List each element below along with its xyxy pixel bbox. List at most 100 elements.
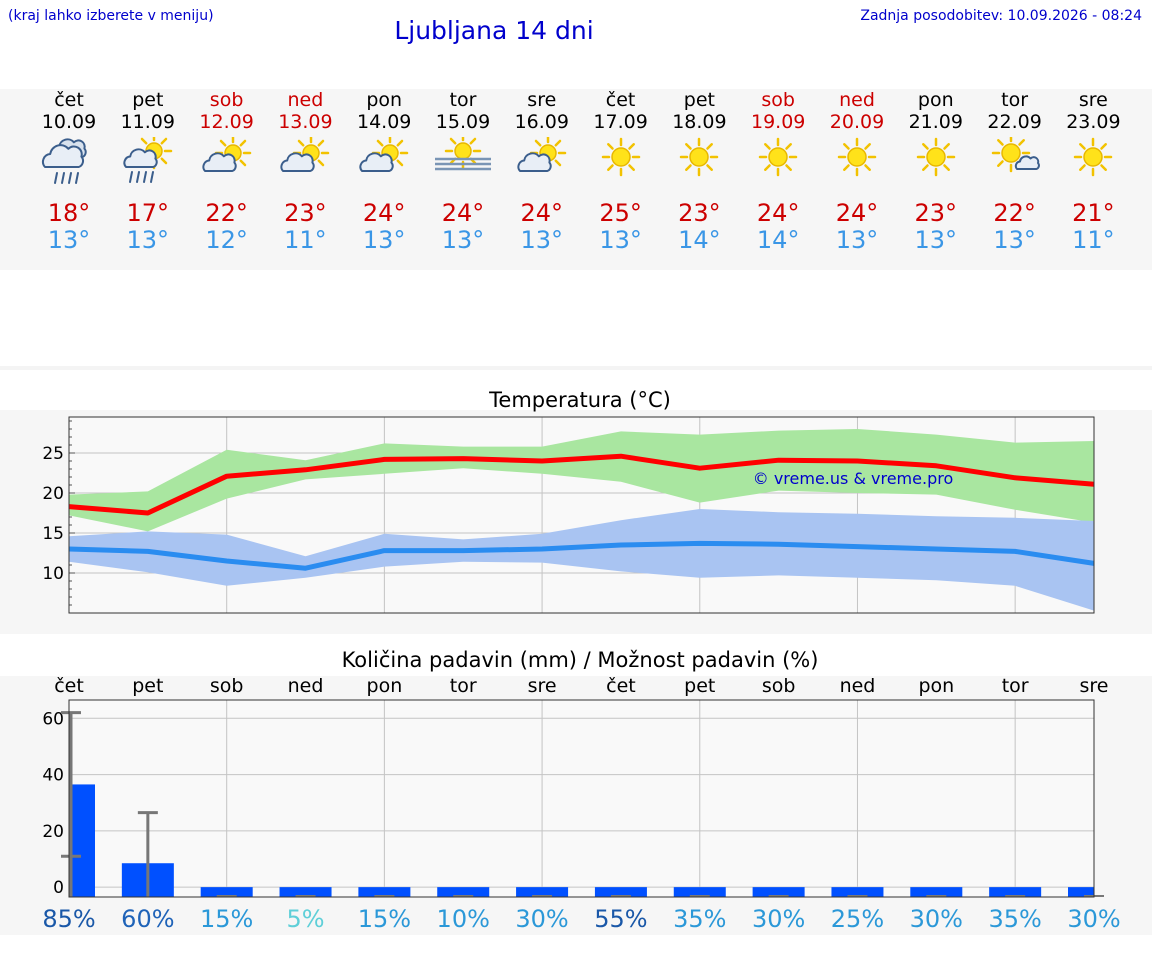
min-temperature: 12°	[205, 226, 248, 254]
min-temperature: 13°	[599, 226, 642, 254]
sun-cloud-icon	[359, 137, 409, 172]
min-temperature: 13°	[362, 226, 406, 254]
precipitation-bar	[358, 887, 411, 897]
temperature-chart: 10 15 20 25 © vreme.us & vreme.pro	[42, 416, 1095, 614]
day-date: 14.09	[356, 111, 412, 133]
min-temperature: 13°	[993, 226, 1036, 254]
y-tick-label: 0	[53, 878, 64, 898]
precipitation-probability: 85%	[42, 905, 95, 933]
x-tick-label: sob	[210, 675, 244, 697]
sun-icon	[601, 137, 640, 177]
sun-cloud-icon	[202, 137, 251, 172]
sun-icon	[758, 137, 798, 177]
precipitation-chart: čet pet sob ned pon tor sre čet pet sob ned pon tor s…	[42, 675, 1120, 933]
day-name: čet	[605, 89, 636, 111]
day-name: pet	[683, 89, 715, 111]
location-hint: (kraj lahko izberete v meniju)	[8, 8, 214, 24]
min-temperature: 13°	[441, 226, 485, 254]
day-name: ned	[839, 89, 875, 111]
x-tick-label: pet	[684, 675, 715, 697]
precipitation-probability: 30%	[1067, 905, 1120, 933]
max-temperature: 23°	[678, 199, 721, 227]
sun-icon	[680, 137, 719, 177]
max-temperature: 18°	[47, 199, 91, 227]
sun-fog-icon	[435, 137, 491, 171]
max-temperature-line	[68, 453, 1095, 516]
precipitation-probability: 35%	[988, 905, 1041, 933]
precipitation-bar	[831, 887, 884, 897]
precipitation-probability: 30%	[752, 905, 805, 933]
min-temperature: 13°	[520, 226, 564, 254]
day-date: 21.09	[908, 111, 963, 133]
max-temperature: 22°	[993, 199, 1036, 227]
sun-icon	[1074, 137, 1113, 177]
day-date: 12.09	[199, 111, 254, 133]
day-date: 10.09	[41, 111, 97, 133]
min-temperature: 14°	[678, 226, 721, 254]
day-name: pet	[132, 89, 164, 111]
precipitation-bar	[279, 887, 332, 897]
precipitation-bar	[200, 887, 253, 897]
x-tick-label: tor	[1002, 675, 1029, 697]
day-name: tor	[1001, 89, 1029, 111]
precipitation-probability: 60%	[121, 905, 174, 933]
precipitation-bar	[910, 887, 963, 897]
min-temperature-line	[68, 540, 1095, 571]
max-temperature: 21°	[1072, 199, 1115, 227]
x-tick-label: sre	[528, 675, 557, 697]
x-tick-label: pon	[367, 675, 403, 697]
precipitation-probability: 25%	[831, 905, 884, 933]
precipitation-probability: 10%	[437, 905, 490, 933]
precipitation-probability: 55%	[594, 905, 647, 933]
precipitation-probability: 30%	[515, 905, 568, 933]
min-temperature: 14°	[756, 226, 800, 254]
y-tick-label: 40	[42, 766, 64, 786]
max-temperature: 23°	[284, 199, 327, 227]
max-temperature: 24°	[441, 199, 485, 227]
min-temperature: 11°	[284, 226, 327, 254]
precipitation-bar	[673, 887, 726, 897]
day-date: 16.09	[514, 111, 569, 133]
sun-icon	[837, 137, 877, 177]
sun-rain-icon	[123, 137, 173, 183]
y-tick-label: 20	[42, 822, 64, 842]
temperature-chart-title: Temperatura (°C)	[489, 388, 671, 412]
sun-cloud-icon	[517, 137, 567, 172]
page-title: Ljubljana 14 dni	[394, 16, 594, 45]
max-temperature: 24°	[362, 199, 406, 227]
min-temperature: 13°	[914, 226, 958, 254]
day-name: ned	[287, 89, 324, 111]
plot-area	[69, 700, 1094, 897]
day-name: sob	[761, 89, 795, 111]
x-tick-label: ned	[840, 675, 876, 697]
day-date: 19.09	[750, 111, 806, 133]
precipitation-bar	[437, 887, 490, 897]
y-tick-label: 60	[42, 709, 64, 729]
sun-icon	[916, 137, 956, 177]
min-temperature: 13°	[126, 226, 170, 254]
day-date: 13.09	[278, 111, 333, 133]
precipitation-bar	[989, 887, 1042, 897]
precipitation-bar	[594, 887, 647, 897]
max-temperature: 23°	[914, 199, 958, 227]
precipitation-bar	[1068, 887, 1094, 897]
day-name: sob	[209, 89, 244, 111]
max-temperature: 24°	[835, 199, 879, 227]
day-date: 23.09	[1066, 111, 1121, 133]
x-tick-label: čet	[606, 675, 636, 697]
precipitation-probability: 15%	[358, 905, 411, 933]
precipitation-probability: 15%	[200, 905, 253, 933]
max-temperature: 24°	[756, 199, 800, 227]
precipitation-chart-title: Količina padavin (mm) / Možnost padavin …	[341, 648, 819, 672]
day-name: pon	[366, 89, 403, 111]
day-name: sre	[1078, 89, 1108, 111]
day-date: 11.09	[120, 111, 175, 133]
precipitation-bar	[516, 887, 569, 897]
precipitation-probability: 30%	[910, 905, 963, 933]
x-tick-label: ned	[288, 675, 324, 697]
max-temperature: 17°	[126, 199, 170, 227]
precipitation-probability: 5%	[286, 905, 324, 933]
x-tick-label: pet	[132, 675, 163, 697]
watermark: © vreme.us & vreme.pro	[753, 469, 954, 488]
max-temperature: 24°	[520, 199, 564, 227]
